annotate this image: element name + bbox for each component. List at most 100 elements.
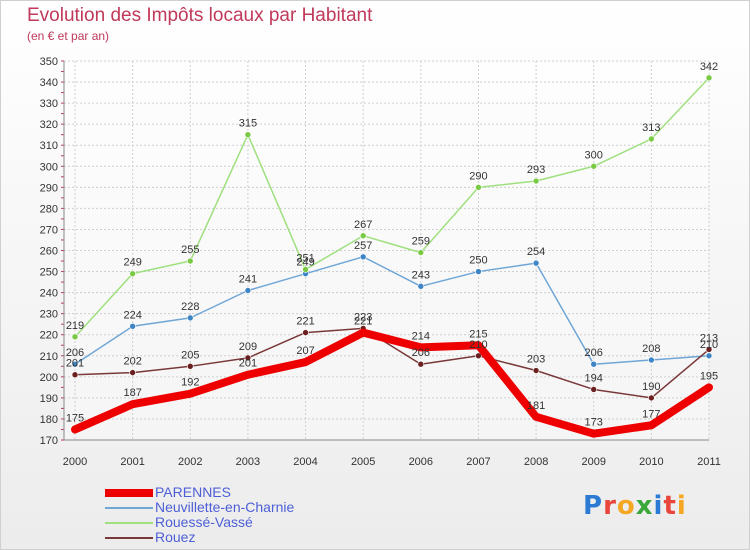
data-point-rouez bbox=[532, 367, 540, 374]
data-label-rouess-vass: 315 bbox=[239, 118, 257, 130]
data-point-rouess-vass bbox=[417, 249, 425, 256]
y-tick-label: 350 bbox=[40, 56, 58, 68]
data-label-rouess-vass: 342 bbox=[700, 61, 718, 73]
y-tick-label: 320 bbox=[40, 119, 58, 131]
legend-item: Rouessé-Vassé bbox=[105, 515, 294, 530]
y-tick-label: 310 bbox=[40, 140, 58, 152]
data-label-neuvillette-en-charnie: 250 bbox=[469, 255, 487, 267]
data-point-neuvillette-en-charnie bbox=[705, 352, 713, 360]
x-tick-label: 2006 bbox=[409, 456, 433, 468]
data-point-rouess-vass bbox=[71, 333, 79, 341]
logo-letter: o bbox=[616, 491, 636, 521]
data-label-rouez: 209 bbox=[239, 341, 257, 353]
data-label-rouez: 221 bbox=[296, 316, 314, 328]
data-label-neuvillette-en-charnie: 241 bbox=[239, 274, 257, 286]
data-label-rouess-vass: 255 bbox=[181, 244, 199, 256]
logo-letter: P bbox=[583, 491, 604, 521]
data-point-neuvillette-en-charnie bbox=[359, 253, 367, 261]
data-point-rouess-vass bbox=[532, 177, 540, 185]
data-label-rouess-vass: 290 bbox=[469, 170, 487, 182]
logo-letter: t bbox=[663, 491, 677, 521]
y-tick-label: 170 bbox=[40, 435, 58, 447]
series-line-neuvillette-en-charnie bbox=[74, 256, 710, 365]
x-tick-label: 2003 bbox=[236, 456, 260, 468]
data-point-rouez bbox=[648, 394, 655, 402]
data-label-neuvillette-en-charnie: 208 bbox=[642, 343, 660, 355]
y-tick-label: 290 bbox=[40, 182, 58, 194]
data-point-neuvillette-en-charnie bbox=[475, 268, 482, 275]
y-tick-label: 330 bbox=[40, 98, 58, 110]
x-tick-label: 2004 bbox=[293, 456, 317, 468]
data-point-rouez bbox=[302, 329, 309, 336]
data-label-rouez: 205 bbox=[181, 349, 199, 361]
legend-swatch bbox=[105, 536, 153, 539]
x-tick-label: 2008 bbox=[524, 456, 548, 468]
data-label-parennes: 181 bbox=[527, 400, 545, 412]
data-label-parennes: 177 bbox=[642, 408, 660, 420]
y-tick-label: 260 bbox=[40, 246, 58, 258]
data-point-rouess-vass bbox=[648, 135, 655, 143]
data-label-neuvillette-en-charnie: 249 bbox=[296, 257, 314, 269]
legend-label: Rouez bbox=[155, 529, 196, 545]
data-point-rouess-vass bbox=[475, 184, 482, 191]
data-label-parennes: 175 bbox=[66, 412, 84, 424]
data-label-rouez: 202 bbox=[123, 356, 141, 368]
data-point-neuvillette-en-charnie bbox=[129, 322, 136, 330]
x-tick-label: 2002 bbox=[178, 456, 202, 468]
data-label-rouez: 206 bbox=[412, 347, 430, 359]
data-point-rouess-vass bbox=[590, 162, 598, 170]
data-label-rouess-vass: 300 bbox=[585, 149, 603, 161]
y-tick-label: 220 bbox=[40, 330, 58, 342]
data-point-rouess-vass bbox=[129, 270, 136, 277]
data-point-neuvillette-en-charnie bbox=[71, 360, 79, 368]
data-point-rouess-vass bbox=[359, 232, 367, 240]
y-tick-label: 200 bbox=[40, 372, 58, 384]
data-point-rouez bbox=[590, 386, 598, 393]
data-label-parennes: 201 bbox=[239, 358, 257, 370]
data-point-rouess-vass bbox=[244, 131, 252, 138]
data-label-neuvillette-en-charnie: 254 bbox=[527, 246, 545, 258]
proxiti-logo: Proxiti bbox=[583, 491, 687, 521]
data-point-rouez bbox=[475, 352, 482, 360]
data-label-rouez: 223 bbox=[354, 311, 372, 323]
data-label-rouez: 190 bbox=[642, 381, 660, 393]
data-point-neuvillette-en-charnie bbox=[417, 282, 425, 290]
data-label-rouess-vass: 313 bbox=[642, 122, 660, 134]
logo-letter: i bbox=[676, 491, 687, 521]
x-tick-label: 2010 bbox=[639, 456, 663, 468]
series-line-rouez bbox=[74, 327, 710, 399]
data-label-rouess-vass: 219 bbox=[66, 320, 84, 332]
data-label-rouess-vass: 249 bbox=[123, 257, 141, 269]
x-tick-label: 2009 bbox=[581, 456, 605, 468]
data-label-parennes: 187 bbox=[123, 387, 141, 399]
data-point-neuvillette-en-charnie bbox=[648, 356, 655, 364]
logo-letter: x bbox=[635, 491, 654, 521]
data-label-parennes: 221 bbox=[354, 316, 372, 328]
data-point-neuvillette-en-charnie bbox=[590, 360, 598, 368]
x-tick-label: 2007 bbox=[466, 456, 490, 468]
data-label-neuvillette-en-charnie: 228 bbox=[181, 301, 199, 313]
chart-legend: PARENNES Neuvillette-en-Charnie Rouessé-Va… bbox=[105, 485, 294, 545]
y-tick-label: 180 bbox=[40, 414, 58, 426]
data-label-parennes: 192 bbox=[181, 377, 199, 389]
logo-letter: r bbox=[603, 491, 617, 521]
data-point-rouess-vass bbox=[186, 257, 194, 265]
data-point-neuvillette-en-charnie bbox=[186, 314, 194, 322]
data-label-rouess-vass: 251 bbox=[296, 252, 314, 264]
series-line-rouess-vass bbox=[74, 77, 710, 338]
data-label-parennes: 215 bbox=[469, 328, 487, 340]
data-label-rouez: 213 bbox=[700, 332, 718, 344]
data-label-rouez: 203 bbox=[527, 354, 545, 366]
y-tick-label: 270 bbox=[40, 224, 58, 236]
data-label-neuvillette-en-charnie: 206 bbox=[66, 347, 84, 359]
y-tick-label: 210 bbox=[40, 351, 58, 363]
legend-swatch bbox=[105, 506, 153, 509]
legend-label: Rouessé-Vassé bbox=[155, 514, 253, 530]
legend-item: Neuvillette-en-Charnie bbox=[105, 500, 294, 515]
data-label-rouess-vass: 267 bbox=[354, 219, 372, 231]
data-point-rouez bbox=[417, 360, 425, 368]
legend-swatch bbox=[105, 521, 153, 524]
y-tick-label: 250 bbox=[40, 267, 58, 279]
data-label-neuvillette-en-charnie: 243 bbox=[412, 269, 430, 281]
